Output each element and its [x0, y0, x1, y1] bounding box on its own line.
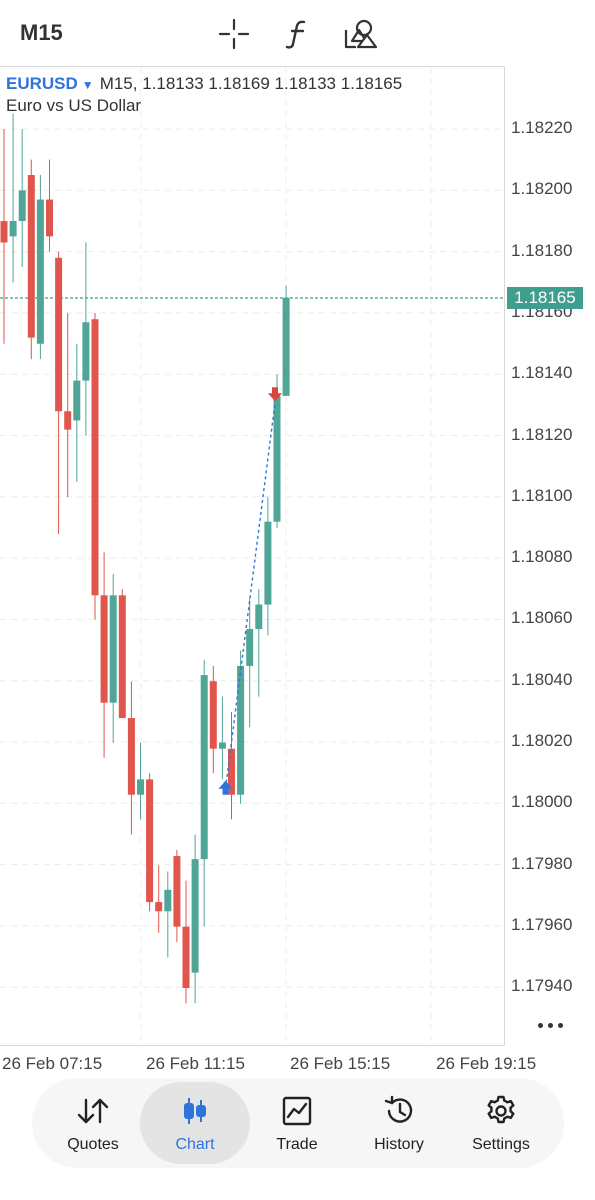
history-icon: [383, 1095, 415, 1126]
price-axis-label: 1.17960: [511, 914, 573, 934]
nav-trade-label: Trade: [276, 1136, 318, 1153]
price-axis-label: 1.18080: [511, 547, 573, 567]
nav-history-label: History: [374, 1136, 424, 1153]
price-axis-label: 1.18100: [511, 485, 573, 505]
nav-settings[interactable]: Settings: [448, 1082, 554, 1164]
settings-icon: [485, 1095, 517, 1126]
price-axis-label: 1.18000: [511, 792, 573, 812]
function-icon[interactable]: [278, 14, 318, 54]
bottom-nav: Quotes Chart Trade: [32, 1078, 564, 1168]
current-price-badge: 1.18165: [507, 287, 583, 309]
nav-trade[interactable]: Trade: [244, 1082, 350, 1164]
objects-icon[interactable]: [340, 14, 380, 54]
nav-history[interactable]: History: [346, 1082, 452, 1164]
nav-quotes[interactable]: Quotes: [40, 1082, 146, 1164]
price-axis-label: 1.18140: [511, 363, 573, 383]
ohlc-values: M15, 1.18133 1.18169 1.18133 1.18165: [99, 74, 403, 93]
price-axis-label: 1.18120: [511, 424, 573, 444]
top-bar: M15: [0, 0, 595, 66]
nav-chart-label: Chart: [175, 1136, 215, 1153]
chart-icon: [180, 1096, 210, 1126]
price-axis-label: 1.18060: [511, 608, 573, 628]
symbol-info: EURUSD ▼ M15, 1.18133 1.18169 1.18133 1.18…: [6, 74, 402, 94]
price-axis-label: 1.18200: [511, 179, 573, 199]
nav-settings-label: Settings: [472, 1136, 530, 1153]
nav-quotes-label: Quotes: [67, 1136, 119, 1153]
price-axis-label: 1.18220: [511, 118, 573, 137]
time-label: 26 Feb 15:15: [290, 1054, 391, 1073]
chart-area[interactable]: [0, 66, 505, 1046]
price-axis-label: 1.17940: [511, 976, 573, 996]
crosshair-icon[interactable]: [214, 14, 254, 54]
quotes-icon: [76, 1096, 110, 1126]
time-label: 26 Feb 07:15: [2, 1054, 103, 1073]
symbol-dropdown-icon[interactable]: ▼: [81, 78, 94, 92]
nav-chart[interactable]: Chart: [140, 1082, 250, 1164]
price-axis-label: 1.18180: [511, 240, 573, 260]
price-axis-label: 1.18040: [511, 669, 573, 689]
price-axis-label: 1.17980: [511, 853, 573, 873]
timeframe-selector[interactable]: M15: [20, 20, 63, 45]
symbol-description: Euro vs US Dollar: [6, 96, 142, 115]
price-axis-label: 1.18020: [511, 731, 573, 750]
time-label: 26 Feb 11:15: [146, 1054, 245, 1073]
more-options-icon[interactable]: [530, 1012, 570, 1038]
time-label: 26 Feb 19:15: [436, 1054, 537, 1073]
trade-icon: [282, 1096, 312, 1126]
symbol-selector[interactable]: EURUSD: [6, 74, 78, 93]
